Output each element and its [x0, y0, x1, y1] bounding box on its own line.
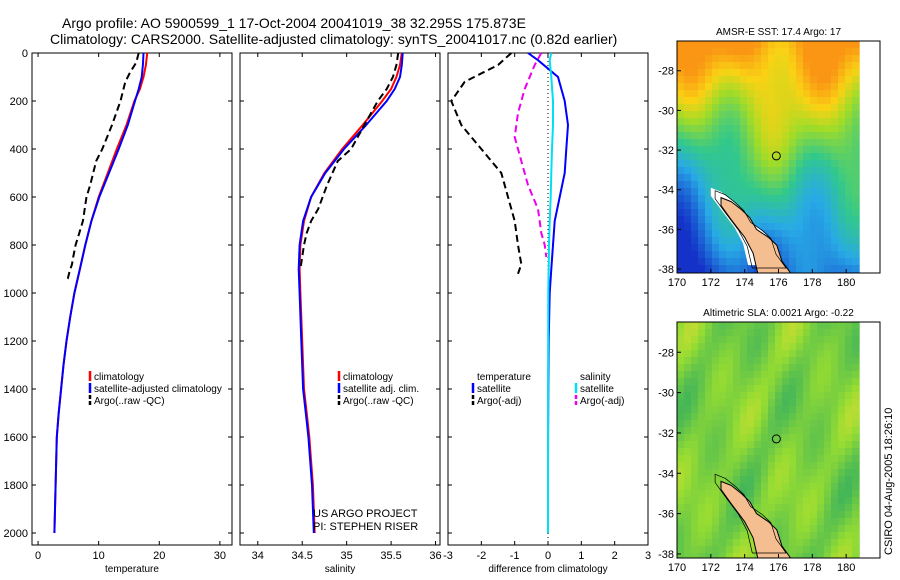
map-y-tick-label: -38: [658, 549, 674, 561]
map-x-tick-label: 176: [769, 562, 787, 574]
x-tick-label: 0: [35, 550, 41, 562]
x-tick-label: 2: [612, 550, 618, 562]
figure-title-line2: Climatology: CARS2000. Satellite-adjuste…: [50, 31, 617, 47]
series-line-argo-raw-qc-: [299, 52, 400, 270]
legend-entry: climatology: [343, 372, 393, 383]
map-y-tick-label: -32: [658, 428, 674, 440]
figure-title-line1: Argo profile: AO 5900599_1 17-Oct-2004 2…: [62, 15, 526, 31]
map-x-tick-label: 178: [803, 277, 821, 289]
y-tick-label: 400: [10, 144, 28, 156]
map-y-tick-label: -28: [658, 66, 674, 78]
y-tick-label: 1600: [4, 432, 28, 444]
x-tick-label: 35: [341, 550, 353, 562]
legend-entry: Argo(..raw -QC): [94, 396, 165, 407]
x-tick-label: 1: [578, 550, 584, 562]
legend-entry: satellite-adjusted climatology: [94, 384, 222, 395]
map-y-tick-label: -34: [658, 468, 674, 480]
map-x-tick-label: 170: [668, 277, 686, 289]
map-field: [677, 322, 860, 558]
legend-entry: salinity: [580, 372, 611, 383]
y-tick-label: 1400: [4, 384, 28, 396]
series-line-climatology: [298, 52, 403, 534]
x-tick-label: 0: [545, 550, 551, 562]
project-line2: PI: STEPHEN RISER: [313, 521, 418, 533]
map-y-tick-label: -36: [658, 509, 674, 521]
project-line1: US ARGO PROJECT: [313, 508, 418, 520]
map-title: Altimetric SLA: 0.0021 Argo: -0.22: [703, 308, 854, 319]
map-x-tick-label: 172: [702, 277, 720, 289]
map-y-tick-label: -28: [658, 347, 674, 359]
map-x-tick-label: 174: [735, 562, 753, 574]
x-tick-label: -3: [443, 550, 453, 562]
y-tick-label: 600: [10, 192, 28, 204]
y-tick-label: 1800: [4, 480, 28, 492]
difference-panel: -3 -2 -1 0 1 2 3 difference from climatology tem…: [443, 52, 651, 575]
map-x-tick-label: 180: [837, 277, 855, 289]
series-line-salinity-argo-adj-: [513, 52, 548, 258]
x-tick-label: 10: [93, 550, 105, 562]
legend-entry: temperature: [477, 372, 531, 383]
x-axis-label: difference from climatology: [488, 564, 607, 575]
x-axis-label: salinity: [325, 564, 356, 575]
series-line-climatology: [53, 52, 149, 534]
y-tick-label: 200: [10, 96, 28, 108]
sst-map-panel: 170 172 174 176 178 180 -28 -30 -32 -34 -36 -38 AMSR…: [658, 27, 881, 289]
x-tick-label: 36: [429, 550, 441, 562]
map-y-tick-label: -32: [658, 145, 674, 157]
x-axis-label: temperature: [105, 564, 159, 575]
x-tick-label: 35.5: [380, 550, 401, 562]
argo-float-marker: [771, 434, 781, 444]
plot-frame: [31, 52, 233, 546]
map-x-tick-label: 176: [769, 277, 787, 289]
legend-entry: Argo(-adj): [580, 396, 624, 407]
depth-contour: [714, 190, 787, 269]
y-tick-label: 2000: [4, 528, 28, 540]
map-y-tick-label: -30: [658, 105, 674, 117]
x-tick-label: 20: [153, 550, 165, 562]
map-y-tick-label: -36: [658, 224, 674, 236]
x-tick-label: 30: [214, 550, 226, 562]
argo-float-marker: [771, 151, 781, 161]
map-x-tick-label: 180: [837, 562, 855, 574]
legend-entry: satellite adj. clim.: [343, 384, 419, 395]
map-y-tick-label: -34: [658, 185, 674, 197]
map-y-tick-label: -30: [658, 388, 674, 400]
x-tick-label: 3: [645, 550, 651, 562]
legend-entry: satellite: [477, 384, 511, 395]
salinity-panel: 34 34.5 35 35.5 36 salinity climatologysatelli…: [239, 52, 442, 575]
x-tick-label: 34.5: [292, 550, 313, 562]
legend-entry: climatology: [94, 372, 144, 383]
series-line-satellite-adj-clim-: [297, 52, 404, 534]
land-area: [720, 196, 792, 273]
y-tick-label: 1000: [4, 288, 28, 300]
legend-entry: Argo(-adj): [477, 396, 521, 407]
side-timestamp: CSIRO 04-Aug-2005 18:26:10: [883, 408, 895, 555]
map-x-tick-label: 174: [735, 277, 753, 289]
series-line-argo-raw-qc-: [65, 52, 140, 282]
legend-entry: satellite: [580, 384, 614, 395]
series-line-salinity-satellite: [547, 52, 554, 533]
land-area: [720, 480, 792, 558]
map-x-tick-label: 170: [668, 562, 686, 574]
series-line-satellite-adjusted-climatology: [53, 52, 145, 534]
y-tick-label: 1200: [4, 336, 28, 348]
map-y-tick-label: -38: [658, 264, 674, 276]
sla-map-panel: 170 172 174 176 178 180 -28 -30 -32 -34 -36 -38 Alti…: [658, 308, 881, 574]
map-title: AMSR-E SST: 17.4 Argo: 17: [716, 27, 841, 38]
x-tick-label: 34: [252, 550, 264, 562]
y-tick-label: 800: [10, 240, 28, 252]
x-tick-label: -1: [510, 550, 520, 562]
y-tick-label: 0: [22, 48, 28, 60]
depth-contour: [714, 473, 787, 554]
x-tick-label: -2: [476, 550, 486, 562]
legend-entry: Argo(..raw -QC): [343, 396, 414, 407]
map-x-tick-label: 172: [702, 562, 720, 574]
series-line-temperature-argo-adj-: [450, 52, 523, 275]
map-x-tick-label: 178: [803, 562, 821, 574]
plot-frame: [239, 52, 441, 546]
temperature-panel: 0 10 20 30 0 200 400 600 800 1000 1200 1400 1600 1800…: [4, 48, 233, 575]
